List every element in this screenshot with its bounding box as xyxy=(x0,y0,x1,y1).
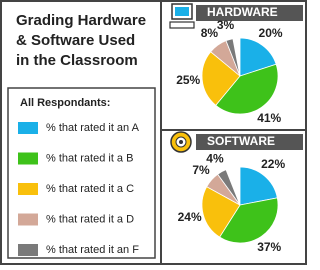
pie-slice xyxy=(201,51,241,106)
legend-label: % that rated it an F xyxy=(46,244,139,256)
legend-label: % that rated it a C xyxy=(46,183,134,195)
legend-title: All Respondants: xyxy=(20,97,110,109)
pie-slice xyxy=(201,186,241,238)
computer-icon xyxy=(169,3,195,29)
pie-slice xyxy=(225,38,241,77)
title-line: Grading Hardware xyxy=(16,12,146,29)
legend-label: % that rated it an A xyxy=(46,122,140,134)
legend-swatch xyxy=(18,213,38,226)
value-label: 25% xyxy=(176,73,200,87)
value-label: 24% xyxy=(178,210,202,224)
title-line: & Software Used xyxy=(16,32,135,49)
cd-icon xyxy=(170,131,192,153)
header-bar xyxy=(196,134,303,150)
value-label: 8% xyxy=(201,26,219,40)
title-line: in the Classroom xyxy=(16,52,138,69)
value-label: 41% xyxy=(257,111,281,125)
legend-box xyxy=(7,87,156,259)
legend-swatch xyxy=(18,152,38,165)
section-title: SOFTWARE xyxy=(207,134,275,148)
value-label: 7% xyxy=(192,163,210,177)
chart: Grading Hardware & Software Used in the … xyxy=(0,0,307,265)
pie-slice xyxy=(239,166,278,206)
legend-swatch xyxy=(18,122,38,134)
pie-slice xyxy=(217,169,241,206)
section-title: HARDWARE xyxy=(207,5,278,19)
value-label: 3% xyxy=(217,18,235,32)
value-label: 4% xyxy=(206,152,224,166)
legend-label: % that rated it a B xyxy=(46,152,133,164)
pie-slice xyxy=(215,63,279,115)
pie-slice xyxy=(219,197,279,244)
pie-slice xyxy=(239,37,277,77)
legend-swatch xyxy=(18,244,38,256)
value-label: 37% xyxy=(257,240,281,254)
header-bar xyxy=(196,5,303,21)
legend-label: % that rated it a D xyxy=(46,213,134,225)
value-label: 22% xyxy=(261,157,285,171)
legend-swatch xyxy=(18,183,38,195)
value-label: 20% xyxy=(259,26,283,40)
